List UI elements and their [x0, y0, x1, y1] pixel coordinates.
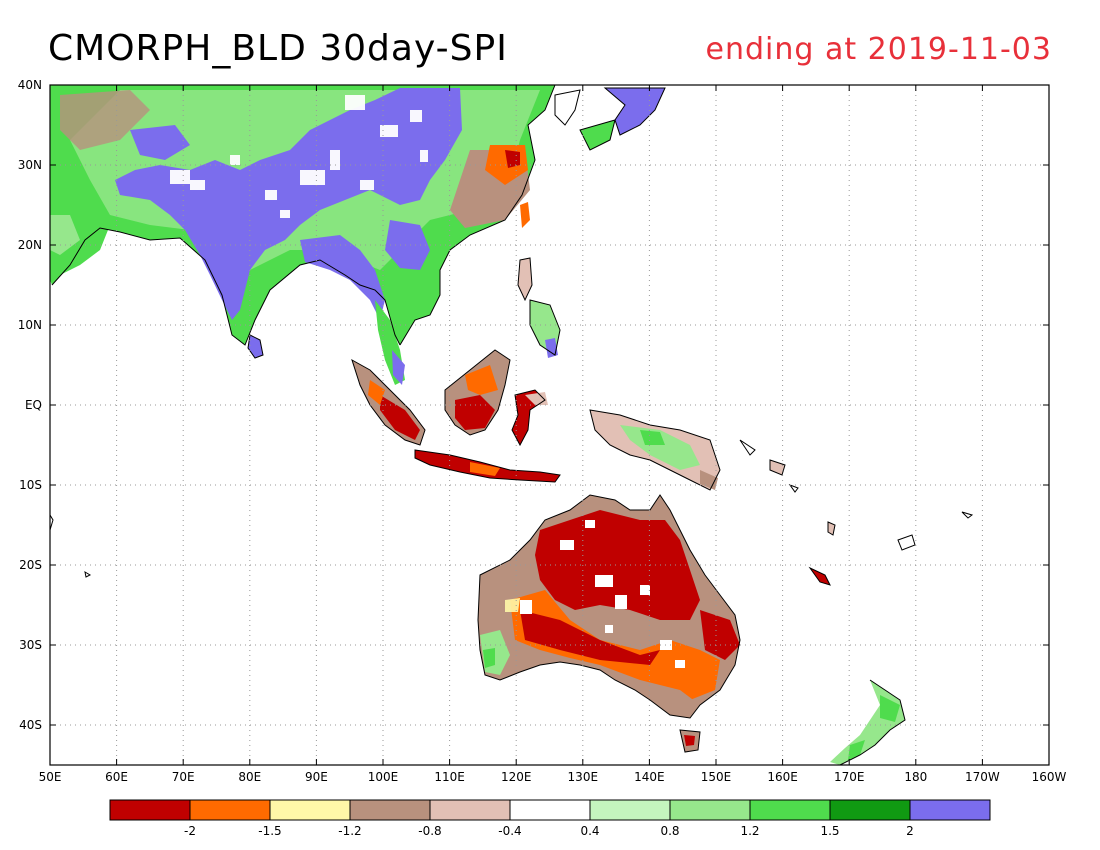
lon-tick-label: 120E: [501, 770, 532, 784]
lat-tick-label: 40S: [19, 718, 42, 732]
colorbar-label: 0.4: [580, 824, 599, 838]
colorbar-label: -2: [184, 824, 196, 838]
lon-tick-label: 70E: [172, 770, 195, 784]
colorbar: [109, 799, 991, 821]
colorbar-swatch: [109, 799, 191, 821]
colorbar-label: 1.2: [740, 824, 759, 838]
map-subtitle: ending at 2019-11-03: [705, 32, 1052, 67]
colorbar-label: -0.8: [418, 824, 441, 838]
lat-tick-label: 40N: [18, 78, 42, 92]
asia-very-wet-region: [115, 88, 462, 320]
colorbar-swatch: [669, 799, 751, 821]
lat-tick-label: 10S: [19, 478, 42, 492]
lat-tick-labels: 40N 30N 20N 10N EQ 10S 20S 30S 40S: [18, 78, 42, 732]
colorbar-label: 1.5: [820, 824, 839, 838]
lon-tick-label: 130E: [568, 770, 599, 784]
colorbar-swatch: [349, 799, 431, 821]
colorbar-label: 0.8: [660, 824, 679, 838]
lon-tick-label: 160E: [767, 770, 798, 784]
lat-tick-label: 10N: [18, 318, 42, 332]
lat-tick-label: 20N: [18, 238, 42, 252]
lon-tick-label: 160W: [1032, 770, 1067, 784]
colorbar-label: -1.2: [338, 824, 361, 838]
tick-marks: [49, 84, 1050, 765]
colorbar-label: -0.4: [498, 824, 521, 838]
colorbar-swatch: [429, 799, 511, 821]
lon-tick-label: 170E: [834, 770, 865, 784]
colorbar-labels: -2 -1.5 -1.2 -0.8 -0.4 0.4 0.8 1.2 1.5 2: [184, 824, 914, 838]
lon-tick-label: 90E: [305, 770, 328, 784]
lat-tick-label: 20S: [19, 558, 42, 572]
lon-tick-labels: 50E 60E 70E 80E 90E 100E 110E 120E 130E 140E 150E 1…: [39, 770, 1067, 784]
lon-tick-label: 60E: [105, 770, 128, 784]
colorbar-label: -1.5: [258, 824, 281, 838]
colorbar-swatch: [909, 799, 991, 821]
colorbar-swatch: [189, 799, 271, 821]
lon-tick-label: 100E: [368, 770, 399, 784]
lon-tick-label: 150E: [701, 770, 732, 784]
colorbar-label: 2: [906, 824, 914, 838]
colorbar-swatch: [749, 799, 831, 821]
lon-tick-label: 140E: [634, 770, 665, 784]
lat-tick-label: 30S: [19, 638, 42, 652]
colorbar-swatch: [269, 799, 351, 821]
lon-tick-label: 50E: [39, 770, 62, 784]
map-frame: [49, 84, 1050, 766]
colorbar-swatch: [589, 799, 671, 821]
lon-tick-label: 170W: [965, 770, 1000, 784]
lon-tick-label: 180: [904, 770, 927, 784]
lon-tick-label: 110E: [434, 770, 465, 784]
lat-tick-label: 30N: [18, 158, 42, 172]
map-title: CMORPH_BLD 30day-SPI: [48, 28, 508, 69]
grid-lines: [50, 85, 1049, 765]
colorbar-swatch: [829, 799, 911, 821]
colorbar-swatch: [509, 799, 591, 821]
lon-tick-label: 80E: [238, 770, 261, 784]
lat-tick-label: EQ: [25, 398, 42, 412]
